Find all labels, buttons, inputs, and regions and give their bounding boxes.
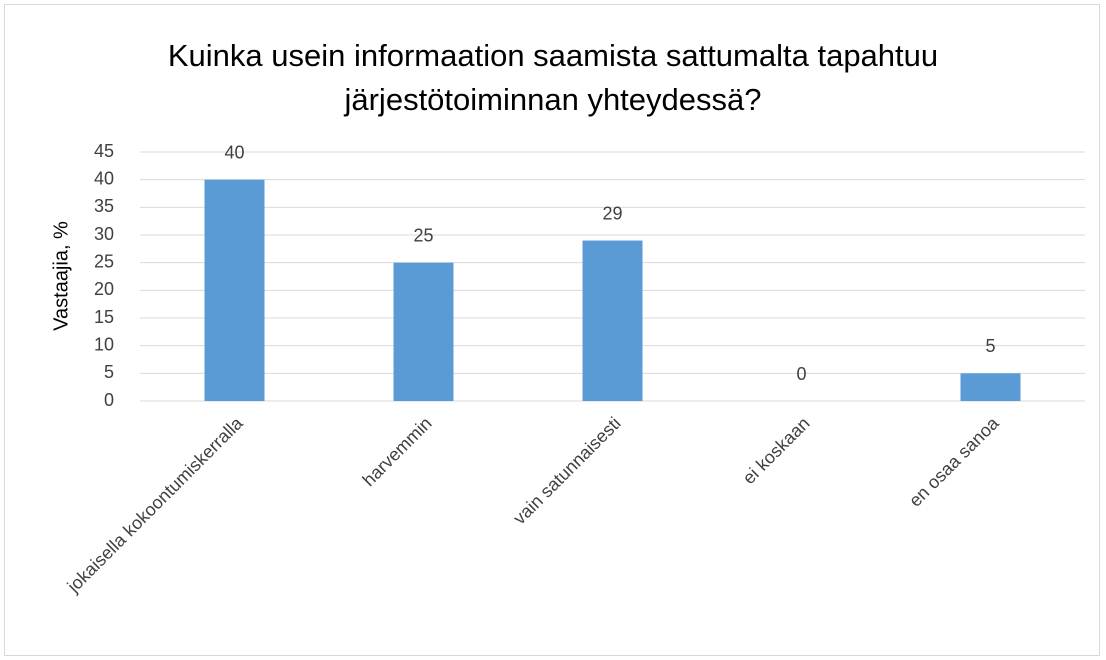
bar bbox=[204, 179, 265, 401]
value-label: 40 bbox=[224, 142, 244, 162]
y-tick-label: 45 bbox=[94, 141, 114, 161]
x-tick-label: vain satunnaisesti bbox=[509, 413, 624, 528]
x-tick-label: en osaa sanoa bbox=[905, 412, 1003, 510]
y-tick-label: 25 bbox=[94, 251, 114, 271]
y-tick-label: 35 bbox=[94, 196, 114, 216]
y-tick-label: 15 bbox=[94, 307, 114, 327]
chart-border bbox=[4, 4, 1100, 656]
value-label: 29 bbox=[602, 203, 622, 223]
y-tick-label: 0 bbox=[104, 390, 114, 410]
y-tick-label: 40 bbox=[94, 168, 114, 188]
value-label: 25 bbox=[413, 225, 433, 245]
bar bbox=[960, 373, 1021, 401]
x-tick-label: harvemmin bbox=[359, 413, 436, 490]
x-tick-label: jokaisella kokoontumiskerralla bbox=[63, 412, 248, 597]
y-tick-label: 5 bbox=[104, 362, 114, 382]
value-label: 5 bbox=[985, 336, 995, 356]
value-label: 0 bbox=[796, 364, 806, 384]
bar bbox=[393, 262, 454, 401]
y-tick-label: 30 bbox=[94, 224, 114, 244]
bar bbox=[582, 240, 643, 401]
chart-title: Kuinka usein informaation saamista sattu… bbox=[167, 38, 939, 117]
x-tick-label: ei koskaan bbox=[739, 413, 814, 488]
y-axis-label: Vastaajia, % bbox=[50, 221, 72, 331]
y-tick-label: 10 bbox=[94, 334, 114, 354]
y-tick-label: 20 bbox=[94, 279, 114, 299]
